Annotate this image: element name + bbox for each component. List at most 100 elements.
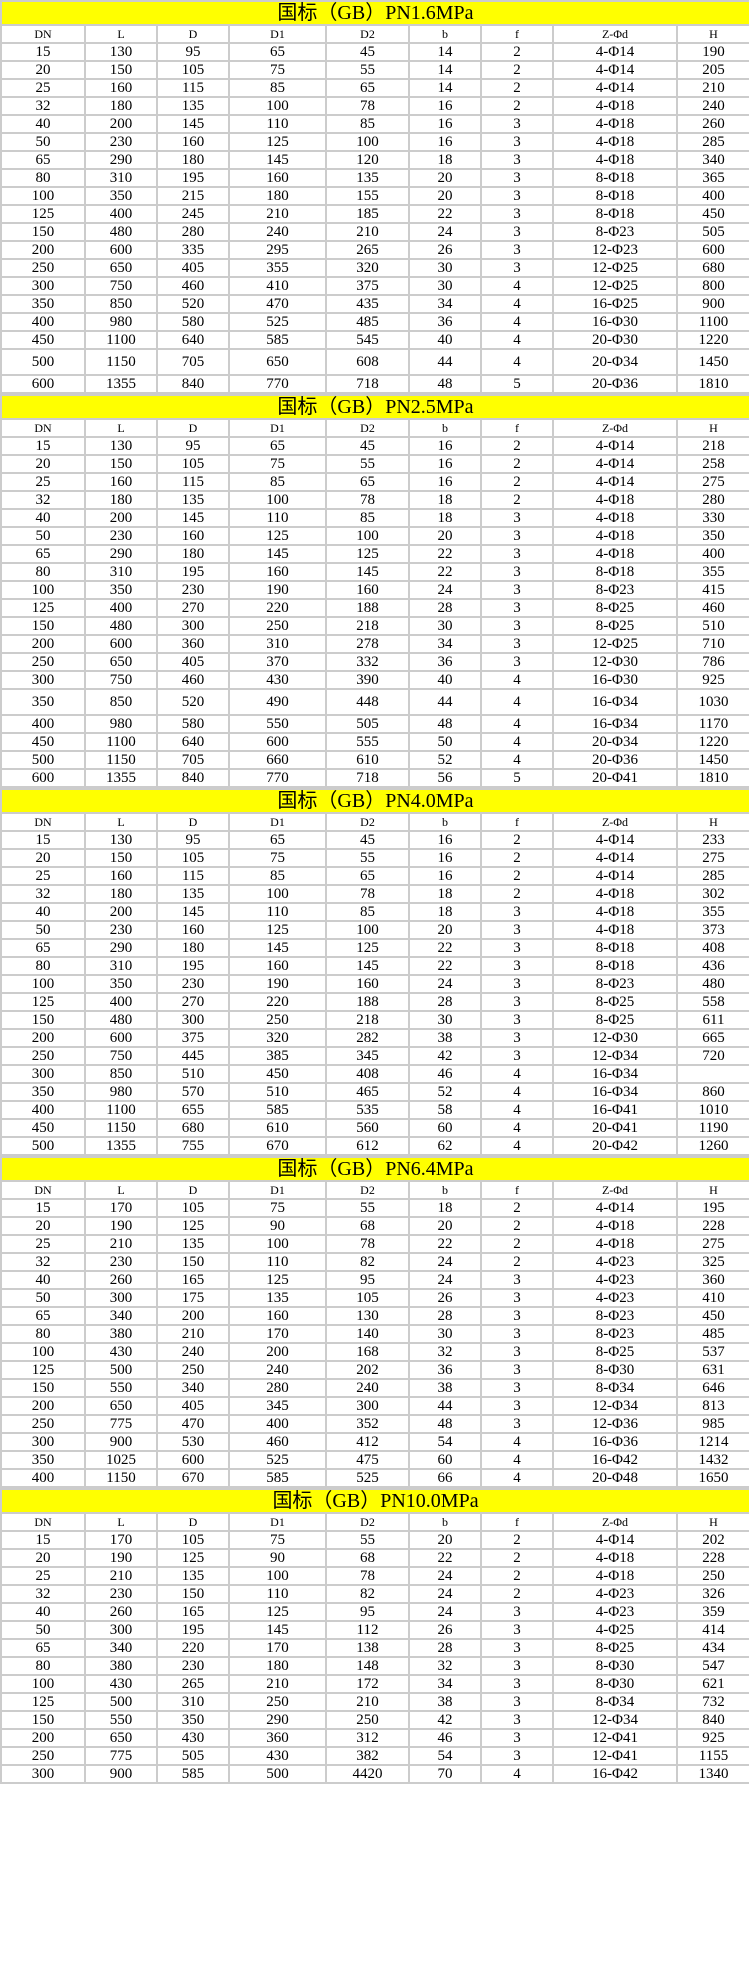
column-header-f: f — [480, 1512, 554, 1532]
cell-d1: 125 — [228, 526, 327, 546]
table-row: 20 150 105 75 55 14 2 4-Φ14 205 — [0, 60, 749, 80]
cell-b: 38 — [408, 1378, 482, 1398]
cell-dn: 15 — [0, 436, 86, 456]
cell-f: 4 — [480, 1064, 554, 1084]
cell-d: 175 — [156, 1288, 230, 1308]
cell-h: 258 — [676, 454, 749, 474]
cell-dn: 450 — [0, 330, 86, 350]
cell-h: 240 — [676, 96, 749, 116]
cell-dn: 150 — [0, 222, 86, 242]
table-row: 50 300 195 145 112 26 3 4-Φ25 414 — [0, 1620, 749, 1640]
cell-f: 4 — [480, 330, 554, 350]
cell-f: 3 — [480, 1710, 554, 1730]
cell-h: 813 — [676, 1396, 749, 1416]
cell-h: 1810 — [676, 768, 749, 788]
cell-d2: 448 — [325, 688, 410, 716]
cell-d1: 110 — [228, 1584, 327, 1604]
table-header-row: DN L D D1 D2 b f Z-Φd H — [0, 418, 749, 438]
cell-d: 135 — [156, 1566, 230, 1586]
table-row: 250 750 445 385 345 42 3 12-Φ34 720 — [0, 1046, 749, 1066]
cell-b: 26 — [408, 1288, 482, 1308]
table-row: 250 775 505 430 382 54 3 12-Φ41 1155 — [0, 1746, 749, 1766]
cell-l: 350 — [84, 580, 158, 600]
dimension-table: 国标（GB）PN2.5MPa DN L D D1 D2 b f Z-Φd H 15 130 95 65 45… — [0, 394, 749, 788]
cell-z-phi-d: 4-Φ18 — [552, 920, 678, 940]
table-row: 400 1150 670 585 525 66 4 20-Φ48 1650 — [0, 1468, 749, 1488]
cell-h: 400 — [676, 186, 749, 206]
cell-d: 405 — [156, 1396, 230, 1416]
cell-f: 3 — [480, 902, 554, 922]
cell-d1: 110 — [228, 114, 327, 134]
cell-d1: 610 — [228, 1118, 327, 1138]
cell-b: 18 — [408, 902, 482, 922]
cell-d2: 352 — [325, 1414, 410, 1434]
cell-d: 310 — [156, 1692, 230, 1712]
cell-b: 28 — [408, 1306, 482, 1326]
cell-z-phi-d: 16-Φ41 — [552, 1100, 678, 1120]
cell-h: 218 — [676, 436, 749, 456]
cell-d2: 82 — [325, 1584, 410, 1604]
cell-f: 4 — [480, 1450, 554, 1470]
cell-z-phi-d: 8-Φ25 — [552, 1638, 678, 1658]
table-row: 32 230 150 110 82 24 2 4-Φ23 325 — [0, 1252, 749, 1272]
table-title-row: 国标（GB）PN4.0MPa — [0, 788, 749, 814]
table-row: 50 300 175 135 105 26 3 4-Φ23 410 — [0, 1288, 749, 1308]
table-header-row: DN L D D1 D2 b f Z-Φd H — [0, 1180, 749, 1200]
cell-l: 340 — [84, 1638, 158, 1658]
cell-b: 48 — [408, 1414, 482, 1434]
column-header-d1: D1 — [228, 1180, 327, 1200]
cell-dn: 20 — [0, 454, 86, 474]
cell-z-phi-d: 20-Φ42 — [552, 1136, 678, 1156]
cell-f: 4 — [480, 276, 554, 296]
cell-b: 30 — [408, 258, 482, 278]
cell-l: 310 — [84, 168, 158, 188]
cell-d1: 585 — [228, 1468, 327, 1488]
cell-d2: 218 — [325, 1010, 410, 1030]
cell-f: 3 — [480, 938, 554, 958]
cell-f: 2 — [480, 1530, 554, 1550]
cell-d2: 535 — [325, 1100, 410, 1120]
cell-h: 1260 — [676, 1136, 749, 1156]
cell-d1: 320 — [228, 1028, 327, 1048]
cell-d: 335 — [156, 240, 230, 260]
cell-z-phi-d: 12-Φ25 — [552, 634, 678, 654]
cell-b: 46 — [408, 1064, 482, 1084]
table-row: 600 1355 840 770 718 48 5 20-Φ36 1810 — [0, 374, 749, 394]
cell-f: 4 — [480, 1136, 554, 1156]
cell-d: 520 — [156, 688, 230, 716]
table-row: 40 200 145 110 85 16 3 4-Φ18 260 — [0, 114, 749, 134]
cell-d1: 75 — [228, 848, 327, 868]
table-row: 300 850 510 450 408 46 4 16-Φ34 — [0, 1064, 749, 1084]
cell-d: 520 — [156, 294, 230, 314]
table-row: 150 480 280 240 210 24 3 8-Φ23 505 — [0, 222, 749, 242]
dimension-table: 国标（GB）PN4.0MPa DN L D D1 D2 b f Z-Φd H 15 130 95 65 45… — [0, 788, 749, 1156]
cell-dn: 100 — [0, 1674, 86, 1694]
cell-f: 4 — [480, 1082, 554, 1102]
cell-b: 38 — [408, 1692, 482, 1712]
cell-l: 1150 — [84, 1468, 158, 1488]
cell-d1: 170 — [228, 1324, 327, 1344]
cell-z-phi-d: 12-Φ23 — [552, 240, 678, 260]
cell-l: 1100 — [84, 1100, 158, 1120]
cell-f: 3 — [480, 186, 554, 206]
cell-d1: 500 — [228, 1764, 327, 1784]
cell-h: 408 — [676, 938, 749, 958]
cell-z-phi-d: 8-Φ25 — [552, 992, 678, 1012]
cell-f: 4 — [480, 348, 554, 376]
table-row: 200 600 335 295 265 26 3 12-Φ23 600 — [0, 240, 749, 260]
cell-z-phi-d: 8-Φ25 — [552, 1010, 678, 1030]
cell-d1: 100 — [228, 1566, 327, 1586]
column-header-l: L — [84, 1512, 158, 1532]
table-row: 125 500 310 250 210 38 3 8-Φ34 732 — [0, 1692, 749, 1712]
cell-z-phi-d: 12-Φ34 — [552, 1710, 678, 1730]
dimension-table: 国标（GB）PN1.6MPa DN L D D1 D2 b f Z-Φd H 15 130 95 65 45… — [0, 0, 749, 394]
cell-b: 52 — [408, 1082, 482, 1102]
cell-z-phi-d: 20-Φ48 — [552, 1468, 678, 1488]
cell-h: 925 — [675, 1728, 749, 1748]
cell-h: 985 — [676, 1414, 749, 1434]
cell-d2: 188 — [325, 992, 410, 1012]
cell-dn: 65 — [0, 544, 86, 564]
cell-d2: 390 — [325, 670, 410, 690]
cell-d2: 475 — [325, 1450, 410, 1470]
cell-h: 1155 — [675, 1746, 749, 1766]
